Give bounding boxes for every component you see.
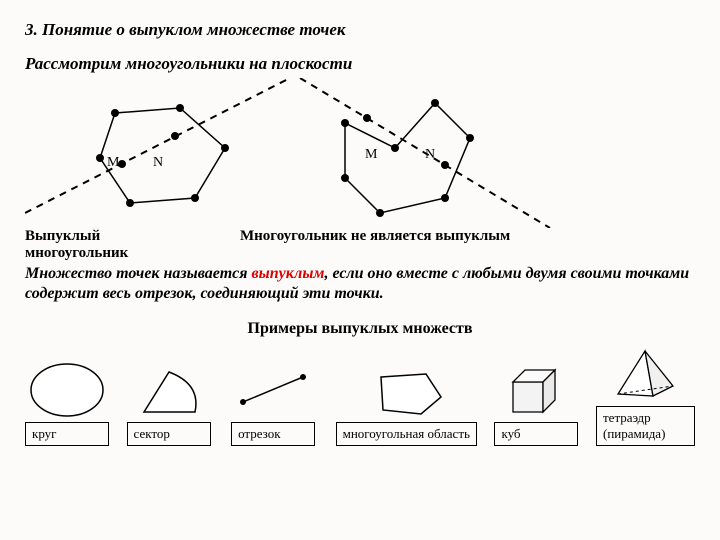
- caption-convex: Выпуклый многоугольник: [25, 228, 185, 262]
- tetra-line2: (пирамида): [603, 426, 665, 441]
- def-highlight: выпуклым: [251, 265, 324, 282]
- subtitle: Рассмотрим многоугольники на плоскости: [25, 54, 695, 74]
- label-circle: круг: [25, 422, 109, 446]
- label-cube: куб: [494, 422, 578, 446]
- example-segment: отрезок: [228, 360, 318, 446]
- label-tetra: тетраэдр (пирамида): [596, 406, 695, 446]
- caption-nonconvex: Многоугольник не является выпуклым: [185, 228, 695, 262]
- example-tetra: тетраэдр (пирамида): [596, 344, 695, 446]
- section-title: 3. Понятие о выпуклом множестве точек: [25, 20, 695, 40]
- nonconvex-polygon: M N: [300, 78, 550, 228]
- example-polygon: многоугольная область: [336, 360, 477, 446]
- label-n-left: N: [153, 155, 163, 170]
- examples-row: круг сектор отрезок многоугольная област…: [25, 344, 695, 446]
- convex-polygon: M N: [25, 78, 290, 213]
- label-n-right: N: [425, 147, 435, 162]
- def-pre: Множество точек называется: [25, 265, 251, 282]
- example-sector: сектор: [127, 360, 211, 446]
- caption-row: Выпуклый многоугольник Многоугольник не …: [25, 228, 695, 262]
- label-m-left: M: [107, 155, 120, 170]
- label-polygon: многоугольная область: [336, 422, 477, 446]
- example-circle: круг: [25, 360, 109, 446]
- label-sector: сектор: [127, 422, 211, 446]
- polygon-diagrams: M N M N: [25, 78, 695, 228]
- examples-title: Примеры выпуклых множеств: [25, 320, 695, 338]
- example-cube: куб: [494, 360, 578, 446]
- definition: Множество точек называется выпуклым, есл…: [25, 264, 695, 304]
- label-m-right: M: [365, 147, 378, 162]
- label-segment: отрезок: [231, 422, 315, 446]
- tetra-line1: тетраэдр: [603, 410, 651, 425]
